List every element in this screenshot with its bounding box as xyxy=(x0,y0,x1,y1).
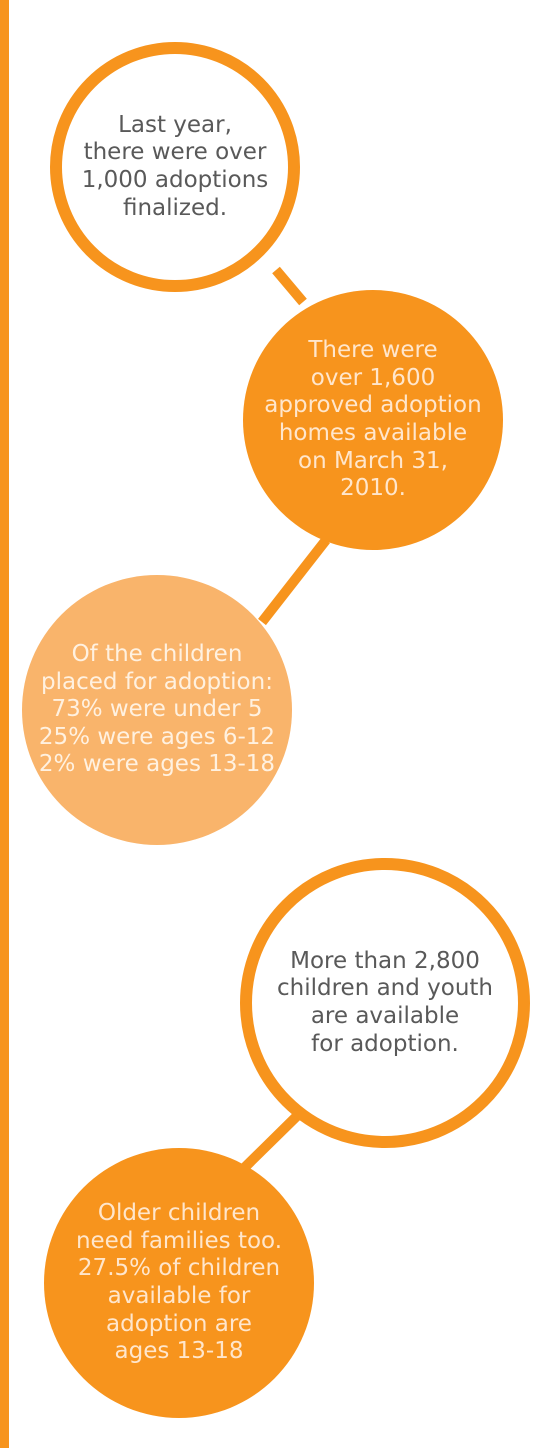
stat-bubble-approved-homes: There were over 1,600 approved adoption … xyxy=(243,290,503,550)
stat-text: Of the children placed for adoption: 73%… xyxy=(38,641,276,778)
left-accent-bar xyxy=(0,0,9,1448)
stat-text: There were over 1,600 approved adoption … xyxy=(264,337,482,502)
stat-bubble-older-children: Older children need families too. 27.5% … xyxy=(44,1148,314,1418)
connector-1-2 xyxy=(272,266,307,306)
stat-text: Last year, there were over 1,000 adoptio… xyxy=(81,111,269,221)
stat-text: Older children need families too. 27.5% … xyxy=(75,1200,283,1365)
connector-2-3 xyxy=(258,536,330,626)
stat-bubble-children-placed: Of the children placed for adoption: 73%… xyxy=(22,575,292,845)
stat-bubble-adoptions-finalized: Last year, there were over 1,000 adoptio… xyxy=(50,42,300,292)
stat-text: More than 2,800 children and youth are a… xyxy=(276,947,494,1057)
stat-bubble-children-available: More than 2,800 children and youth are a… xyxy=(240,858,530,1148)
